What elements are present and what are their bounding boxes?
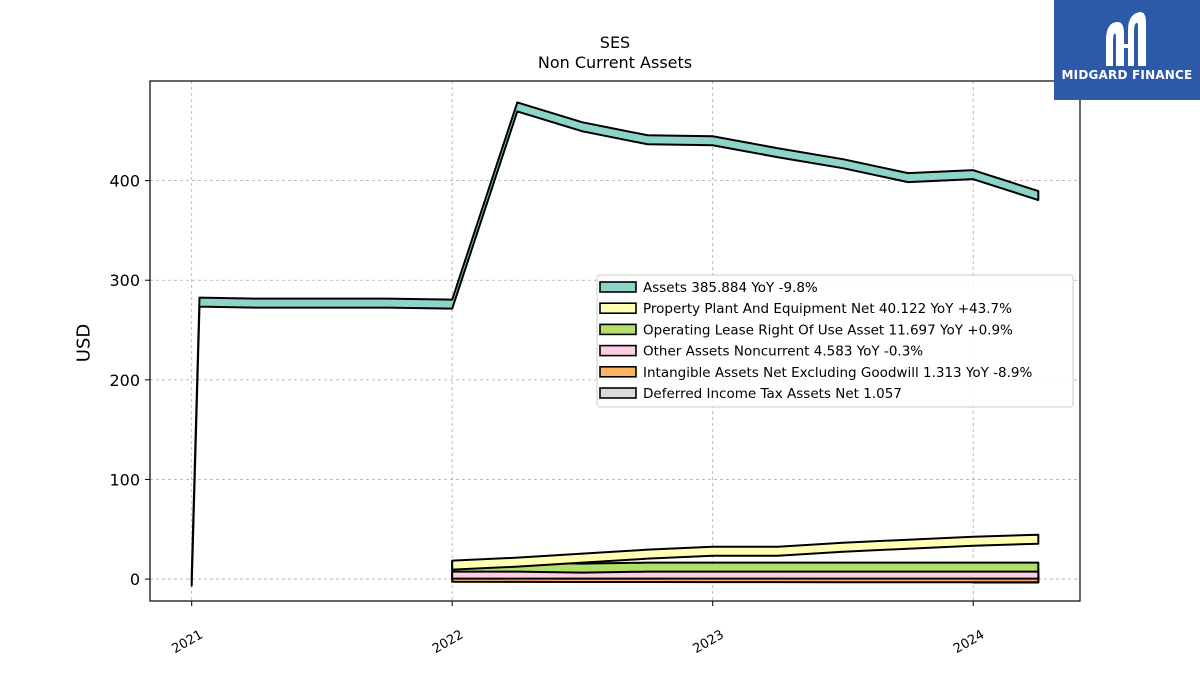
axis-ticks: 0 100 200 300 400 2021 2022 2023 2024 — [109, 172, 987, 657]
legend-label: Property Plant And Equipment Net 40.122 … — [643, 301, 1012, 317]
legend-label: Assets 385.884 YoY -9.8% — [643, 280, 818, 296]
plot-frame — [149, 80, 1081, 602]
legend-swatch — [599, 387, 637, 399]
legend-label: Deferred Income Tax Assets Net 1.057 — [643, 386, 902, 402]
legend-swatch — [599, 365, 637, 378]
series-band — [451, 533, 1040, 571]
legend-swatch — [599, 323, 637, 336]
x-tick-label: 2021 — [170, 627, 206, 657]
x-tick-label: 2024 — [951, 627, 987, 657]
logo-mark-icon — [1106, 12, 1146, 66]
logo-text: MIDGARD FINANCE — [1061, 68, 1193, 82]
y-tick-label: 300 — [109, 271, 140, 290]
legend: Assets 385.884 YoY -9.8% Property Plant A… — [596, 274, 1074, 408]
series-areas — [190, 101, 1040, 587]
legend-label: Other Assets Noncurrent 4.583 YoY -0.3% — [643, 344, 923, 360]
legend-swatch — [599, 302, 637, 315]
y-tick-label: 0 — [130, 570, 140, 589]
x-tick-label: 2022 — [430, 627, 466, 657]
legend-label: Operating Lease Right Of Use Asset 11.69… — [643, 322, 1013, 338]
y-tick-label: 400 — [109, 172, 140, 191]
series-band — [451, 561, 1040, 574]
chart-subtitle: Non Current Assets — [537, 53, 693, 72]
midgard-finance-logo: MIDGARD FINANCE — [1054, 0, 1200, 100]
series-band — [190, 101, 1040, 587]
legend-label: Intangible Assets Net Excluding Goodwill… — [643, 365, 1033, 381]
legend-swatch — [599, 344, 637, 357]
x-tick-label: 2023 — [691, 627, 727, 657]
y-tick-label: 200 — [109, 371, 140, 390]
y-tick-label: 100 — [109, 470, 140, 489]
legend-swatch — [599, 281, 637, 293]
chart-title: SES — [599, 33, 631, 52]
legend-box — [596, 274, 1074, 408]
